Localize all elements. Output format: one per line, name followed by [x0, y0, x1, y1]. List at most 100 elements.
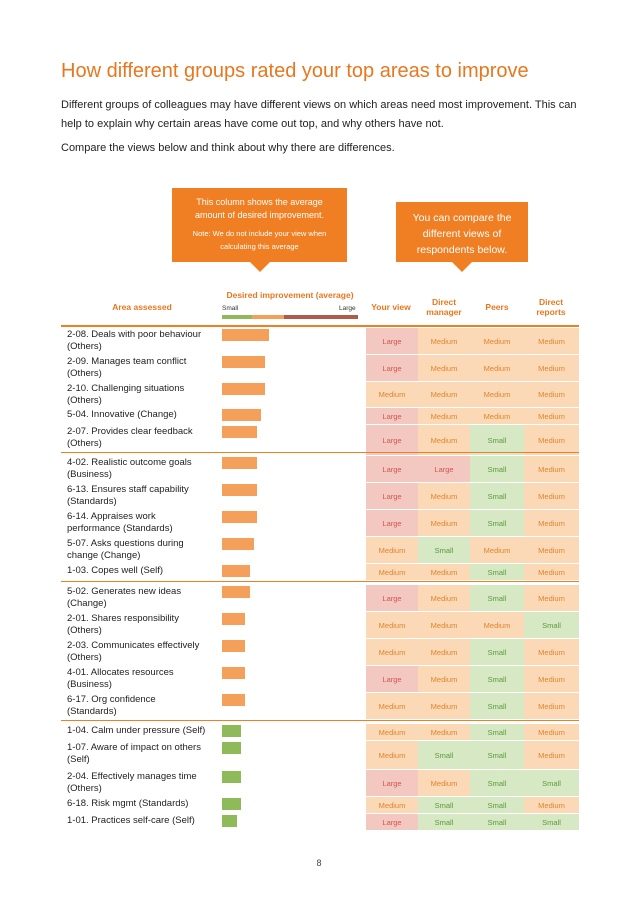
area-label: 4-01. Allocates resources (Business) [67, 667, 174, 690]
desired-improvement-bar [222, 426, 257, 438]
area-label-line-2: change (Change) [67, 549, 141, 561]
area-label-line-1: 1-07. Aware of impact on others [67, 742, 201, 753]
peers-rating-cell: Medium [470, 537, 524, 564]
group-divider [61, 720, 579, 721]
area-label-line-1: 1-04. Calm under pressure (Self) [67, 725, 206, 736]
scale-small-label: Small [222, 305, 239, 312]
peers-rating-cell: Small [470, 564, 524, 581]
peers-rating-cell: Small [470, 639, 524, 666]
manager-rating-cell: Medium [418, 564, 470, 581]
your-rating-cell: Medium [366, 382, 418, 408]
peers-rating-cell: Small [470, 770, 524, 797]
desired-improvement-bar [222, 538, 254, 550]
area-label-line-2: (Self) [67, 753, 90, 765]
area-label: 6-17. Org confidence (Standards) [67, 694, 156, 717]
manager-rating-cell: Medium [418, 612, 470, 639]
area-assessed-header: Area assessed [112, 302, 172, 312]
callout-right-text-2: different views of [422, 228, 502, 240]
area-label-line-1: 2-03. Communicates effectively [67, 640, 200, 651]
area-label-line-1: 2-08. Deals with poor behaviour [67, 329, 202, 340]
direct-reports-header-line-2: reports [536, 307, 566, 317]
manager-rating-cell: Medium [418, 666, 470, 693]
reports-rating-cell: Medium [524, 693, 579, 720]
area-label: 5-04. Innovative (Change) [67, 409, 177, 421]
area-label-line-1: 6-14. Appraises work [67, 511, 156, 522]
your-rating-cell: Large [366, 483, 418, 510]
callout-left-text-1: This column shows the average [196, 197, 323, 207]
area-label-line-2: (Business) [67, 678, 112, 690]
area-label-line-1: 1-03. Copes well (Self) [67, 565, 164, 576]
peers-rating-cell: Small [470, 693, 524, 720]
desired-improvement-bar [222, 798, 241, 810]
peers-rating-cell: Small [470, 456, 524, 483]
manager-rating-cell: Medium [418, 693, 470, 720]
area-label: 6-18. Risk mgmt (Standards) [67, 798, 188, 810]
reports-rating-cell: Medium [524, 328, 579, 355]
manager-rating-cell: Small [418, 797, 470, 814]
your-rating-cell: Large [366, 456, 418, 483]
scale-medium-segment [252, 315, 284, 319]
peers-rating-cell: Small [470, 425, 524, 456]
your-rating-cell: Large [366, 814, 418, 831]
direct-reports-header: Direct reports [524, 297, 578, 317]
reports-rating-cell: Medium [524, 510, 579, 537]
intro-compare-text: Compare the views below and think about … [61, 142, 395, 154]
desired-improvement-bar [222, 484, 257, 496]
reports-rating-cell: Small [524, 770, 579, 797]
desired-improvement-bar [222, 667, 245, 679]
manager-rating-cell: Small [418, 537, 470, 564]
reports-rating-cell: Medium [524, 666, 579, 693]
reports-rating-cell: Small [524, 814, 579, 831]
your-rating-cell: Medium [366, 537, 418, 564]
your-rating-cell: Medium [366, 693, 418, 720]
area-label: 1-07. Aware of impact on others (Self) [67, 742, 201, 765]
callout-right-text-3: respondents below. [416, 244, 508, 256]
manager-rating-cell: Medium [418, 483, 470, 510]
area-label: 2-04. Effectively manages time (Others) [67, 771, 197, 794]
reports-rating-cell: Medium [524, 564, 579, 581]
area-label-line-1: 5-02. Generates new ideas [67, 586, 182, 597]
your-rating-cell: Medium [366, 564, 418, 581]
desired-improvement-bar [222, 815, 237, 827]
area-label-line-2: (Others) [67, 394, 102, 406]
desired-improvement-bar [222, 771, 241, 783]
scale-small-segment [222, 315, 252, 319]
reports-rating-cell: Medium [524, 408, 579, 425]
manager-rating-cell: Medium [418, 382, 470, 408]
peers-rating-cell: Medium [470, 408, 524, 425]
desired-improvement-bar [222, 742, 241, 754]
desired-improvement-bar [222, 457, 257, 469]
area-label-line-1: 6-17. Org confidence [67, 694, 156, 705]
reports-rating-cell: Medium [524, 537, 579, 564]
reports-rating-cell: Small [524, 612, 579, 639]
area-label-line-1: 5-04. Innovative (Change) [67, 409, 177, 420]
area-label-line-1: 2-09. Manages team conflict [67, 356, 187, 367]
your-rating-cell: Medium [366, 741, 418, 770]
desired-improvement-bar [222, 586, 250, 598]
area-label-line-1: 1-01. Practices self-care (Self) [67, 815, 195, 826]
area-label-line-2: (Others) [67, 782, 102, 794]
callout-right-text-1: You can compare the [412, 212, 512, 224]
your-rating-cell: Medium [366, 797, 418, 814]
your-view-header: Your view [371, 302, 411, 312]
peers-rating-cell: Small [470, 797, 524, 814]
peers-rating-cell: Small [470, 814, 524, 831]
direct-reports-header-line-1: Direct [538, 297, 564, 307]
your-rating-cell: Large [366, 585, 418, 612]
area-label: 2-08. Deals with poor behaviour (Others) [67, 329, 201, 352]
manager-rating-cell: Medium [418, 328, 470, 355]
manager-rating-cell: Medium [418, 425, 470, 456]
area-label-line-2: (Others) [67, 651, 102, 663]
peers-rating-cell: Small [470, 585, 524, 612]
area-label: 4-02. Realistic outcome goals (Business) [67, 457, 192, 480]
area-label-line-1: 6-18. Risk mgmt (Standards) [67, 798, 189, 809]
peers-rating-cell: Small [470, 741, 524, 770]
your-rating-cell: Large [366, 355, 418, 382]
manager-rating-cell: Medium [418, 408, 470, 425]
area-label-line-2: (Standards) [67, 705, 117, 717]
reports-rating-cell: Medium [524, 585, 579, 612]
your-rating-cell: Medium [366, 639, 418, 666]
your-rating-cell: Large [366, 408, 418, 425]
page-number: 8 [316, 858, 322, 868]
your-rating-cell: Large [366, 666, 418, 693]
